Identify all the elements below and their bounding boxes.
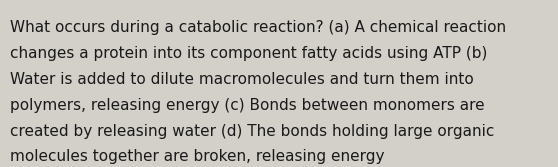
Text: polymers, releasing energy (c) Bonds between monomers are: polymers, releasing energy (c) Bonds bet… [10,98,485,113]
Text: Water is added to dilute macromolecules and turn them into: Water is added to dilute macromolecules … [10,72,474,87]
Text: What occurs during a catabolic reaction? (a) A chemical reaction: What occurs during a catabolic reaction?… [10,20,506,35]
Text: molecules together are broken, releasing energy: molecules together are broken, releasing… [10,149,384,164]
Text: changes a protein into its component fatty acids using ATP (b): changes a protein into its component fat… [10,46,488,61]
Text: created by releasing water (d) The bonds holding large organic: created by releasing water (d) The bonds… [10,124,494,139]
